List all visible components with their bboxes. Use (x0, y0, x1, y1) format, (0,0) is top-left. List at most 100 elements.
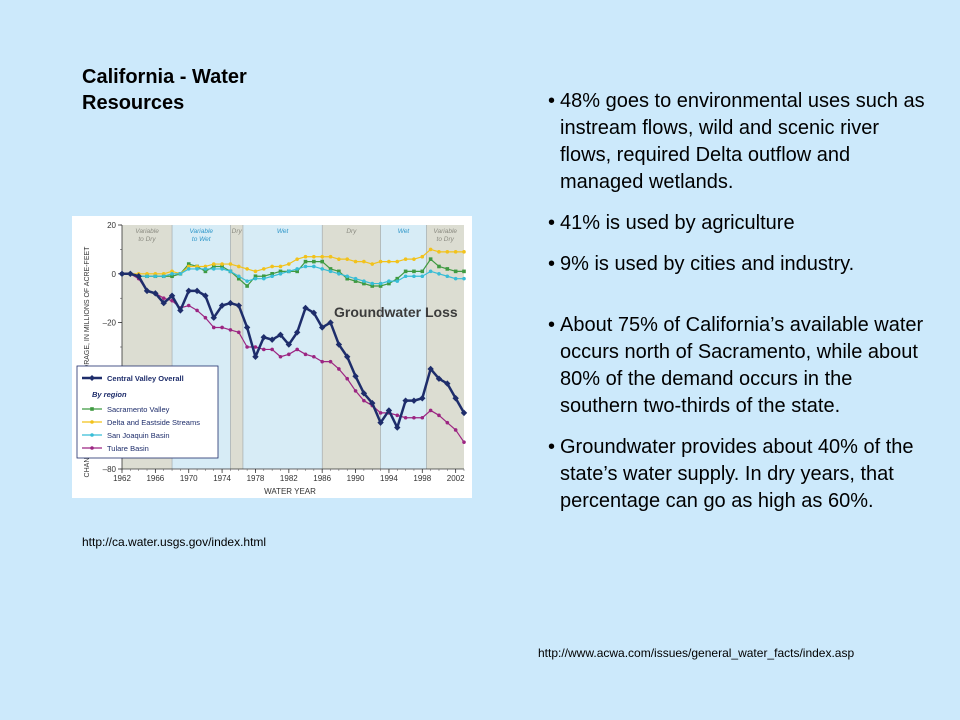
point-san-joaquin-basin (345, 274, 350, 279)
period-label-2: Dry (232, 228, 243, 235)
point-central-valley-overall (310, 309, 318, 317)
point-central-valley-overall (260, 334, 268, 341)
point-delta-and-eastside-streams (236, 264, 241, 269)
x-tick-label-4: 1978 (247, 474, 265, 483)
point-tulare-basin (453, 428, 458, 432)
point-central-valley-overall (419, 395, 426, 402)
period-band-5 (380, 225, 427, 469)
point-central-valley-overall (210, 314, 217, 321)
point-delta-and-eastside-streams (345, 257, 350, 261)
point-central-valley-overall (227, 299, 234, 307)
point-sacramento-valley (337, 269, 341, 274)
point-san-joaquin-basin (428, 269, 433, 274)
point-delta-and-eastside-streams (370, 262, 375, 266)
point-central-valley-overall (202, 292, 209, 299)
chart-svg: Variable to Dry Variable to Wet Dry Wet Dry Wet… (76, 221, 468, 496)
point-central-valley-overall (460, 409, 468, 417)
point-tulare-basin (203, 315, 208, 320)
point-delta-and-eastside-streams (462, 250, 466, 254)
x-tick-label-2: 1970 (180, 474, 198, 483)
legend-label-central-valley-overall: Central Valley Overall (107, 374, 184, 383)
x-tick-label-5: 1982 (280, 474, 298, 483)
period-label-6: Variable to Dry (433, 228, 457, 243)
point-delta-and-eastside-streams (403, 257, 408, 261)
point-tulare-basin (412, 415, 416, 420)
point-delta-and-eastside-streams (312, 254, 316, 259)
point-delta-and-eastside-streams (328, 254, 333, 259)
legend-marker-san-joaquin-basin (90, 433, 94, 437)
y-tick-label-0: 20 (107, 221, 116, 230)
point-central-valley-overall (335, 341, 343, 348)
point-sacramento-valley (453, 269, 458, 274)
point-delta-and-eastside-streams (228, 262, 233, 266)
legend-label-tulare-basin: Tulare Basin (107, 444, 149, 453)
point-san-joaquin-basin (437, 272, 441, 276)
point-tulare-basin (428, 408, 433, 413)
point-san-joaquin-basin (420, 274, 425, 279)
point-central-valley-overall (377, 419, 384, 426)
point-sacramento-valley (303, 259, 308, 264)
point-sacramento-valley (278, 269, 283, 274)
point-san-joaquin-basin (287, 269, 291, 274)
source-url-acwa[interactable]: http://www.acwa.com/issues/general_water… (538, 646, 855, 660)
point-sacramento-valley (320, 259, 324, 264)
point-central-valley-overall (143, 287, 151, 295)
point-delta-and-eastside-streams (437, 250, 441, 254)
slide-title: California - Water Resources (82, 66, 247, 114)
point-sacramento-valley (420, 269, 425, 274)
point-tulare-basin (362, 398, 366, 403)
point-delta-and-eastside-streams (428, 247, 433, 252)
legend-heading: By region (92, 390, 127, 399)
legend-marker-delta-and-eastside-streams (90, 420, 94, 424)
point-san-joaquin-basin (228, 269, 233, 274)
source-url-usgs[interactable]: http://ca.water.usgs.gov/index.html (82, 535, 267, 549)
point-sacramento-valley (445, 267, 450, 271)
point-sacramento-valley (378, 284, 383, 288)
point-central-valley-overall (327, 319, 334, 326)
point-sacramento-valley (345, 276, 350, 281)
point-tulare-basin (220, 325, 224, 330)
point-central-valley-overall (293, 329, 301, 336)
y-tick-label-2: –20 (103, 319, 117, 328)
point-san-joaquin-basin (195, 267, 199, 271)
point-san-joaquin-basin (370, 281, 375, 286)
point-sacramento-valley (370, 284, 375, 288)
point-san-joaquin-basin (312, 264, 316, 269)
point-central-valley-overall (177, 307, 184, 314)
period-label-3: Wet (277, 228, 290, 235)
point-central-valley-overall (410, 397, 418, 404)
point-san-joaquin-basin (337, 272, 341, 276)
period-band-2 (230, 225, 243, 469)
point-san-joaquin-basin (253, 276, 258, 281)
point-sacramento-valley (236, 276, 241, 281)
point-san-joaquin-basin (303, 264, 308, 269)
point-tulare-basin (186, 303, 191, 308)
point-san-joaquin-basin (278, 272, 283, 276)
point-tulare-basin (420, 415, 425, 420)
point-central-valley-overall (277, 331, 284, 338)
x-tick-label-3: 1974 (213, 474, 231, 483)
point-central-valley-overall (452, 395, 459, 402)
point-san-joaquin-basin (353, 276, 358, 281)
legend-label-sacramento-valley: Sacramento Valley (107, 405, 170, 414)
point-central-valley-overall (243, 324, 251, 331)
point-sacramento-valley (295, 269, 299, 274)
y-tick-label-1: 0 (112, 270, 117, 279)
legend-label-san-joaquin-basin: San Joaquin Basin (107, 431, 170, 440)
point-sacramento-valley (186, 262, 191, 266)
point-san-joaquin-basin (153, 274, 158, 279)
point-san-joaquin-basin (453, 276, 458, 281)
point-delta-and-eastside-streams (295, 257, 299, 261)
point-san-joaquin-basin (262, 276, 266, 281)
point-san-joaquin-basin (320, 267, 324, 271)
period-label-0: Variable to Dry (135, 228, 159, 243)
point-san-joaquin-basin (245, 279, 249, 283)
point-san-joaquin-basin (178, 272, 183, 276)
point-delta-and-eastside-streams (220, 262, 224, 266)
point-tulare-basin (253, 345, 258, 349)
point-sacramento-valley (328, 267, 333, 271)
point-central-valley-overall (360, 390, 368, 397)
groundwater-chart: Variable to Dry Variable to Wet Dry Wet Dry Wet… (72, 216, 472, 498)
point-san-joaquin-basin (378, 281, 383, 286)
bullet-cities: 9% is used by cities and industry. (548, 251, 928, 278)
